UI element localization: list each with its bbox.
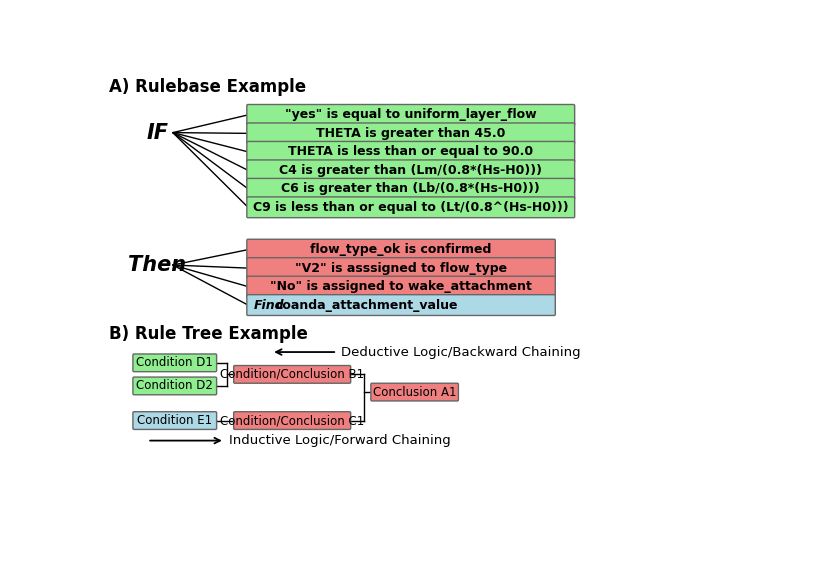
Text: Deductive Logic/Backward Chaining: Deductive Logic/Backward Chaining [340,346,580,358]
Text: A) Rulebase Example: A) Rulebase Example [110,78,306,96]
Text: Inductive Logic/Forward Chaining: Inductive Logic/Forward Chaining [228,434,450,447]
Text: C9 is less than or equal to (Lt/(0.8^(Hs-H0))): C9 is less than or equal to (Lt/(0.8^(Hs… [252,201,568,214]
FancyBboxPatch shape [233,366,350,383]
Text: Conclusion A1: Conclusion A1 [372,385,456,398]
Text: coanda_attachment_value: coanda_attachment_value [276,299,458,311]
Text: Condition E1: Condition E1 [137,414,212,427]
Text: Find: Find [254,299,284,311]
FancyBboxPatch shape [133,411,217,430]
Text: B) Rule Tree Example: B) Rule Tree Example [110,325,308,343]
FancyBboxPatch shape [247,258,554,278]
Text: flow_type_ok is confirmed: flow_type_ok is confirmed [310,243,492,256]
Text: Condition/Conclusion C1: Condition/Conclusion C1 [220,414,364,427]
FancyBboxPatch shape [247,105,574,125]
FancyBboxPatch shape [133,354,217,372]
FancyBboxPatch shape [247,276,554,297]
FancyBboxPatch shape [247,142,574,162]
FancyBboxPatch shape [247,123,574,144]
FancyBboxPatch shape [247,197,574,218]
Text: Then: Then [128,255,186,275]
Text: "V2" is asssigned to flow_type: "V2" is asssigned to flow_type [294,261,507,275]
Text: THETA is less than or equal to 90.0: THETA is less than or equal to 90.0 [288,145,533,158]
FancyBboxPatch shape [370,383,458,401]
Text: C4 is greater than (Lm/(0.8*(Hs-H0))): C4 is greater than (Lm/(0.8*(Hs-H0))) [279,164,542,177]
Text: "yes" is equal to uniform_layer_flow: "yes" is equal to uniform_layer_flow [284,109,536,121]
Text: "No" is assigned to wake_attachment: "No" is assigned to wake_attachment [270,280,532,293]
FancyBboxPatch shape [247,239,554,260]
Text: THETA is greater than 45.0: THETA is greater than 45.0 [316,127,505,140]
FancyBboxPatch shape [247,178,574,199]
FancyBboxPatch shape [133,377,217,395]
Text: Condition D1: Condition D1 [136,357,213,370]
Text: Condition D2: Condition D2 [136,379,213,392]
Text: Condition/Conclusion B1: Condition/Conclusion B1 [220,368,364,381]
Text: C6 is greater than (Lb/(0.8*(Hs-H0))): C6 is greater than (Lb/(0.8*(Hs-H0))) [281,182,539,195]
FancyBboxPatch shape [247,160,574,181]
FancyBboxPatch shape [247,295,554,315]
FancyBboxPatch shape [233,411,350,430]
Text: IF: IF [146,123,168,143]
